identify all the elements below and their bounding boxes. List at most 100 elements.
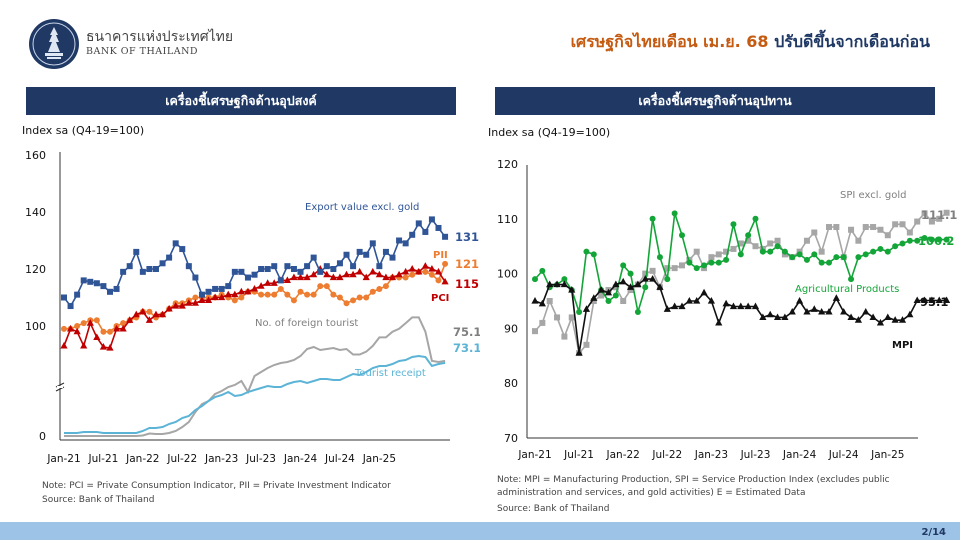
agricultural-products-point bbox=[877, 245, 884, 252]
mpi-point bbox=[619, 277, 627, 285]
pci-point bbox=[250, 284, 259, 292]
mpi-point bbox=[693, 297, 701, 304]
mpi-point bbox=[700, 288, 708, 296]
pci-point bbox=[395, 270, 403, 278]
spi-excl-gold-point bbox=[914, 218, 921, 225]
mpi-point bbox=[634, 280, 642, 288]
x-tick-label: Jan-25 bbox=[870, 449, 904, 461]
export-value-excl-gold-point bbox=[350, 263, 357, 270]
agricultural-products-point bbox=[605, 298, 612, 304]
agricultural-products-point bbox=[892, 243, 899, 250]
spi-excl-gold-point bbox=[877, 226, 884, 233]
pci-point bbox=[158, 310, 167, 318]
agricultural-products-point bbox=[796, 251, 803, 258]
y-tick-label: 100 bbox=[25, 320, 46, 333]
export-value-excl-gold-point bbox=[198, 291, 205, 298]
spi-excl-gold-point bbox=[649, 267, 656, 274]
export-value-excl-gold-point bbox=[382, 248, 389, 255]
export-value-excl-gold-point bbox=[61, 294, 67, 301]
pci-point bbox=[139, 307, 147, 315]
pci-point bbox=[218, 293, 226, 301]
mpi-point bbox=[796, 297, 804, 304]
x-tick-label: Jan-23 bbox=[694, 449, 728, 461]
export-value-excl-gold-point bbox=[396, 237, 403, 244]
y-tick-label: 100 bbox=[497, 268, 518, 281]
mpi-point bbox=[825, 307, 833, 315]
pci-point bbox=[264, 279, 272, 286]
pci-point bbox=[283, 276, 291, 283]
spi-excl-gold-point bbox=[774, 237, 781, 244]
export-value-excl-gold-point bbox=[402, 240, 409, 247]
series-name-label: MPI bbox=[892, 340, 913, 351]
page-number: 2/14 bbox=[921, 527, 946, 538]
agricultural-products-point bbox=[723, 256, 730, 263]
pci-point bbox=[145, 316, 154, 323]
export-value-excl-gold-point bbox=[152, 266, 159, 272]
y-tick-label: 120 bbox=[497, 158, 518, 171]
pci-point bbox=[270, 279, 278, 286]
export-value-excl-gold-point bbox=[336, 260, 343, 267]
pii-point bbox=[317, 283, 324, 290]
pci-point bbox=[132, 310, 140, 318]
pci-point bbox=[310, 270, 318, 278]
agricultural-products-point bbox=[561, 276, 568, 283]
y-tick-label: 80 bbox=[504, 377, 518, 390]
pii-point bbox=[258, 291, 265, 298]
export-value-excl-gold-point bbox=[218, 285, 225, 292]
agricultural-products-point bbox=[906, 237, 913, 244]
x-tick-label: Jul-24 bbox=[324, 453, 355, 465]
export-value-excl-gold-point bbox=[133, 248, 140, 255]
end-value-label: 111.1 bbox=[921, 208, 957, 222]
mpi-point bbox=[773, 313, 782, 321]
mpi-point bbox=[729, 302, 738, 310]
x-tick-label: Jul-24 bbox=[828, 449, 859, 461]
pii-point bbox=[80, 320, 87, 327]
export-value-excl-gold-point bbox=[159, 260, 166, 267]
mpi-point bbox=[671, 302, 679, 310]
agricultural-products-point bbox=[715, 259, 722, 266]
mpi-point bbox=[862, 307, 870, 315]
spi-excl-gold-point bbox=[693, 248, 700, 255]
spi-excl-gold-point bbox=[561, 333, 568, 340]
right-panel-title: เครื่องชี้เศรษฐกิจด้านอุปทาน bbox=[495, 87, 935, 115]
x-tick-label: Jan-23 bbox=[204, 453, 238, 465]
spi-excl-gold-point bbox=[906, 229, 913, 236]
spi-excl-gold-point bbox=[598, 292, 605, 299]
export-value-excl-gold-point bbox=[277, 277, 284, 284]
x-tick-label: Jan-21 bbox=[517, 449, 551, 461]
agricultural-products-line bbox=[534, 213, 947, 313]
mpi-point bbox=[553, 280, 561, 288]
spi-excl-gold-point bbox=[826, 224, 832, 231]
agricultural-products-point bbox=[583, 248, 590, 255]
pii-point bbox=[304, 291, 311, 298]
agricultural-products-point bbox=[928, 236, 935, 243]
spi-excl-gold-point bbox=[532, 328, 538, 335]
series-name-label: PCI bbox=[431, 293, 449, 304]
pii-point bbox=[369, 288, 376, 295]
left-note: Note: PCI = Private Consumption Indicato… bbox=[42, 481, 391, 491]
export-value-excl-gold-point bbox=[317, 268, 324, 275]
pii-point bbox=[310, 291, 317, 298]
export-value-excl-gold-point bbox=[251, 271, 258, 278]
agricultural-products-point bbox=[870, 248, 877, 255]
pci-point bbox=[93, 333, 101, 340]
agricultural-products-point bbox=[730, 221, 737, 228]
agricultural-products-point bbox=[781, 248, 788, 255]
pci-point bbox=[112, 324, 121, 332]
y-tick-label: 90 bbox=[504, 322, 518, 335]
export-value-excl-gold-point bbox=[139, 268, 146, 275]
mpi-point bbox=[803, 307, 811, 315]
mpi-point bbox=[766, 310, 774, 318]
mpi-point bbox=[810, 305, 818, 312]
spi-excl-gold-point bbox=[870, 224, 877, 231]
series-name-label: Agricultural Products bbox=[795, 284, 899, 295]
mpi-point bbox=[943, 296, 951, 304]
agricultural-products-point bbox=[679, 232, 685, 239]
x-tick-label: Jan-25 bbox=[362, 453, 396, 465]
y-tick-label: 140 bbox=[25, 206, 46, 219]
y-tick-label: 0 bbox=[39, 430, 46, 443]
x-tick-label: Jul-22 bbox=[166, 453, 197, 465]
spi-excl-gold-point bbox=[745, 237, 752, 244]
agricultural-products-point bbox=[576, 308, 583, 315]
export-value-excl-gold-point bbox=[113, 285, 120, 292]
